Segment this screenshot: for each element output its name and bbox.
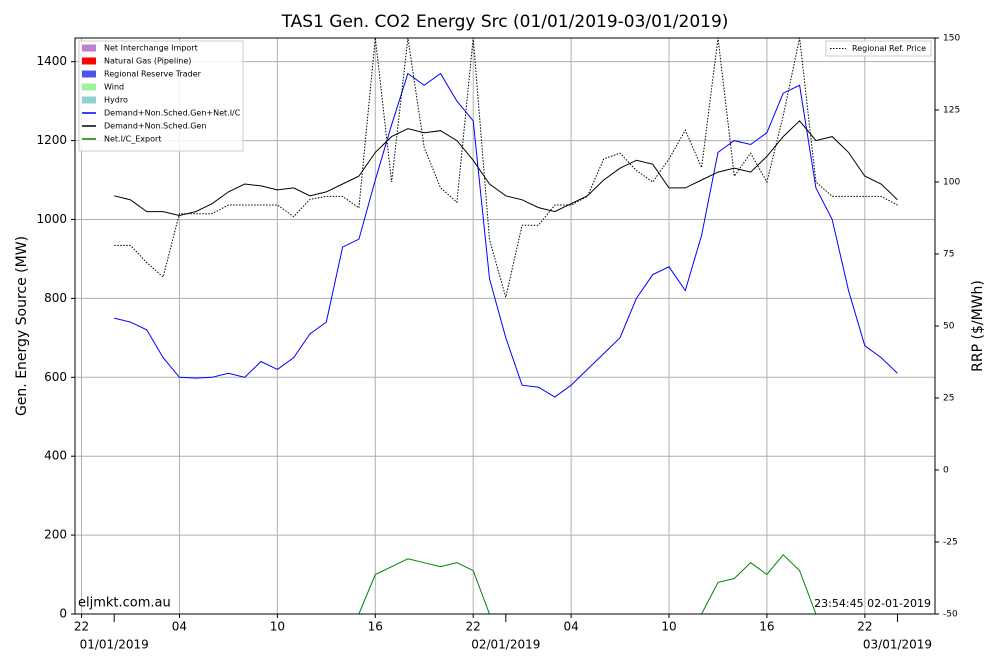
y-tick-label: 1400: [36, 54, 67, 68]
legend: Regional Ref. Price: [825, 40, 932, 57]
plot: [114, 38, 898, 614]
legend-box: [825, 40, 932, 57]
legend-swatch: [82, 44, 96, 52]
legend-label: Demand+Non.Sched.Gen: [104, 122, 206, 131]
watermark: eljmkt.com.au: [78, 596, 171, 611]
series-line: [114, 120, 898, 217]
x-date-label: 02/01/2019: [471, 638, 540, 652]
x-tick-label: 16: [759, 620, 774, 634]
y2-tick-label: -50: [943, 610, 958, 620]
x-tick-label: 10: [661, 620, 676, 634]
y-axis-label: Gen. Energy Source (MW): [14, 236, 30, 416]
y2-axis-label: RRP ($/MWh): [970, 280, 986, 372]
y2-tick-label: 75: [943, 250, 954, 260]
y2-tick-label: 150: [943, 34, 960, 44]
x-tick-label: 16: [368, 620, 383, 634]
legend-label: Natural Gas (Pipeline): [104, 57, 191, 66]
y-tick-label: 200: [44, 528, 67, 542]
y2-tick-label: 50: [943, 322, 955, 332]
legend-swatch: [82, 96, 96, 104]
legend-swatch: [82, 83, 96, 91]
y-tick-label: 800: [44, 291, 67, 305]
x-tick-label: 04: [172, 620, 187, 634]
timestamp: 23:54:45 02-01-2019: [814, 597, 931, 610]
y-tick-label: 400: [44, 449, 67, 463]
y2-tick-label: 25: [943, 394, 954, 404]
x-tick-label: 22: [466, 620, 481, 634]
chart-title: TAS1 Gen. CO2 Energy Src (01/01/2019-03/…: [281, 12, 729, 32]
y-tick-label: 1200: [36, 133, 67, 147]
legend-label: Net.I/C_Export: [104, 135, 161, 144]
legend: Net Interchange Import Natural Gas (Pipel…: [78, 40, 244, 152]
axes: 0 200 400 600 800 1000 1200 1400 -50 -25 0 25 50 75 10…: [36, 34, 960, 652]
y2-tick-label: 100: [943, 178, 960, 188]
legend-label: Net Interchange Import: [104, 44, 198, 53]
y-tick-label: 600: [44, 370, 67, 384]
legend-box: [78, 40, 244, 152]
legend-swatch: [82, 57, 96, 65]
legend-label: Regional Reserve Trader: [104, 70, 202, 79]
y-tick-label: 1000: [36, 212, 67, 226]
series-line: [114, 554, 898, 614]
y2-tick-label: -25: [943, 538, 958, 548]
x-tick-label: 22: [857, 620, 872, 634]
x-date-label: 01/01/2019: [80, 638, 149, 652]
legend-swatch: [82, 70, 96, 78]
x-tick-label: 22: [74, 620, 89, 634]
series-line: [114, 72, 898, 398]
y2-tick-label: 125: [943, 106, 960, 116]
x-tick-label: 10: [270, 620, 285, 634]
legend-label: Demand+Non.Sched.Gen+Net.I/C: [104, 109, 241, 118]
y2-tick-label: 0: [943, 466, 949, 476]
x-date-label: 03/01/2019: [863, 638, 932, 652]
x-tick-label: 04: [563, 620, 578, 634]
legend-label: Hydro: [104, 96, 128, 105]
series-line: [114, 38, 898, 298]
y-tick-label: 0: [59, 607, 67, 621]
legend-label: Regional Ref. Price: [852, 44, 926, 53]
legend-label: Wind: [104, 83, 124, 92]
